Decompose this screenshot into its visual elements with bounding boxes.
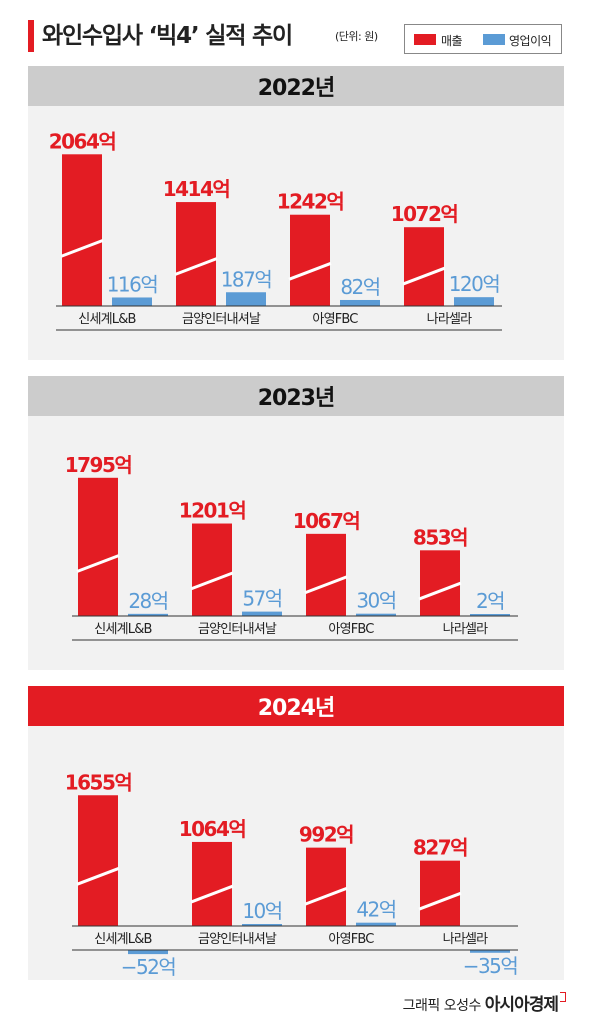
label-operating-profit-2022-2: 82억 bbox=[340, 275, 379, 299]
bar-revenue-2023-3 bbox=[420, 550, 460, 616]
label-operating-profit-2023-3: 2억 bbox=[476, 589, 504, 613]
label-operating-profit-2024-1: 10억 bbox=[242, 899, 281, 923]
label-operating-profit-2023-2: 30억 bbox=[356, 589, 395, 613]
bar-revenue-2022-3 bbox=[404, 227, 444, 306]
bar-revenue-2024-3 bbox=[420, 860, 460, 926]
label-operating-profit-2023-1: 57억 bbox=[242, 587, 281, 611]
label-revenue-2023-0: 1795억 bbox=[65, 453, 132, 477]
label-revenue-2022-0: 2064억 bbox=[49, 129, 116, 153]
bar-break-2023-0 bbox=[76, 554, 120, 573]
category-label-2024-0: 신세계L&B bbox=[94, 932, 151, 947]
category-label-2022-1: 금양인터내셔날 bbox=[182, 312, 261, 327]
bar-operating-profit-2024-1 bbox=[242, 924, 282, 926]
page-title: 와인수입사 ‘빅4’ 실적 추이 bbox=[42, 23, 293, 49]
bar-break-2024-1 bbox=[190, 884, 234, 904]
legend-swatch-revenue bbox=[414, 34, 436, 45]
credit-text: 그래픽 오성수 bbox=[402, 998, 482, 1014]
legend-label-revenue: 매출 bbox=[441, 34, 463, 48]
category-label-2022-3: 나라셀라 bbox=[427, 312, 472, 327]
bar-revenue-2023-2 bbox=[306, 533, 346, 616]
bar-break-2022-2 bbox=[288, 261, 332, 281]
brand-flag-icon bbox=[560, 992, 566, 1002]
bar-operating-profit-2023-2 bbox=[356, 613, 396, 616]
category-label-2022-0: 신세계L&B bbox=[78, 312, 135, 327]
bar-revenue-2022-1 bbox=[176, 202, 216, 306]
bar-break-2022-3 bbox=[402, 266, 446, 286]
label-operating-profit-2023-0: 28억 bbox=[128, 589, 167, 613]
bar-break-2023-2 bbox=[304, 575, 348, 595]
label-revenue-2023-1: 1201억 bbox=[179, 499, 246, 523]
label-revenue-2022-2: 1242억 bbox=[277, 190, 344, 214]
label-operating-profit-2024-3: −35억 bbox=[463, 954, 518, 978]
label-revenue-2024-1: 1064억 bbox=[179, 817, 246, 841]
unit-note: (단위: 원) bbox=[335, 30, 378, 43]
bar-break-2023-3 bbox=[418, 581, 462, 601]
bar-break-2023-1 bbox=[190, 571, 234, 591]
category-label-2023-1: 금양인터내셔날 bbox=[198, 622, 277, 637]
bar-break-2022-1 bbox=[174, 257, 218, 276]
category-label-2024-1: 금양인터내셔날 bbox=[198, 932, 277, 947]
bar-break-2024-3 bbox=[418, 891, 462, 911]
bar-operating-profit-2022-1 bbox=[226, 292, 266, 306]
brand-name: 아시아경제 bbox=[484, 995, 559, 1015]
category-label-2023-3: 나라셀라 bbox=[443, 622, 488, 637]
bar-revenue-2023-1 bbox=[192, 523, 232, 616]
label-revenue-2024-0: 1655억 bbox=[65, 770, 132, 794]
bar-operating-profit-2022-0 bbox=[112, 297, 152, 306]
category-label-2024-3: 나라셀라 bbox=[443, 932, 488, 947]
bar-operating-profit-2023-0 bbox=[128, 613, 168, 616]
bar-revenue-2024-2 bbox=[306, 847, 346, 926]
bar-revenue-2024-0 bbox=[78, 795, 118, 926]
legend-label-operating-profit: 영업이익 bbox=[509, 34, 552, 48]
label-operating-profit-2022-3: 120억 bbox=[449, 272, 500, 296]
label-revenue-2023-3: 853억 bbox=[413, 525, 467, 549]
bar-operating-profit-2023-1 bbox=[242, 611, 282, 616]
label-revenue-2024-2: 992억 bbox=[299, 823, 353, 847]
bar-break-2022-0 bbox=[60, 238, 104, 258]
category-label-2022-2: 아영FBC bbox=[312, 312, 358, 327]
label-revenue-2024-3: 827억 bbox=[413, 836, 467, 860]
panel-2024-title: 2024년 bbox=[28, 686, 564, 726]
label-operating-profit-2022-0: 116억 bbox=[107, 272, 158, 296]
category-label-2023-0: 신세계L&B bbox=[94, 622, 151, 637]
title-accent-bar bbox=[28, 20, 34, 52]
bar-operating-profit-2023-3 bbox=[470, 614, 510, 616]
bar-operating-profit-2022-3 bbox=[454, 297, 494, 306]
label-operating-profit-2024-2: 42억 bbox=[356, 898, 395, 922]
category-label-2024-2: 아영FBC bbox=[328, 932, 374, 947]
label-revenue-2023-2: 1067억 bbox=[293, 509, 360, 533]
bar-operating-profit-2022-2 bbox=[340, 299, 380, 306]
legend: 매출 영업이익 bbox=[404, 24, 562, 54]
label-revenue-2022-1: 1414억 bbox=[163, 177, 230, 201]
bar-revenue-2023-0 bbox=[78, 477, 118, 616]
bar-revenue-2022-0 bbox=[62, 154, 102, 306]
category-label-2023-2: 아영FBC bbox=[328, 622, 374, 637]
bar-break-2024-2 bbox=[304, 886, 348, 906]
panel-2023-title: 2023년 bbox=[28, 376, 564, 416]
bar-revenue-2022-2 bbox=[290, 214, 330, 306]
bar-revenue-2024-1 bbox=[192, 841, 232, 926]
label-operating-profit-2022-1: 187억 bbox=[221, 267, 272, 291]
credit: 그래픽 오성수 아시아경제 bbox=[403, 990, 566, 1015]
panel-2022-title: 2022년 bbox=[28, 66, 564, 106]
bar-operating-profit-2024-0 bbox=[128, 950, 168, 955]
bar-operating-profit-2024-3 bbox=[470, 950, 510, 953]
legend-swatch-operating-profit bbox=[483, 34, 505, 45]
label-revenue-2022-3: 1072억 bbox=[391, 202, 458, 226]
label-operating-profit-2024-0: −52억 bbox=[121, 955, 176, 979]
bar-operating-profit-2024-2 bbox=[356, 922, 396, 926]
bar-break-2024-0 bbox=[76, 866, 120, 886]
